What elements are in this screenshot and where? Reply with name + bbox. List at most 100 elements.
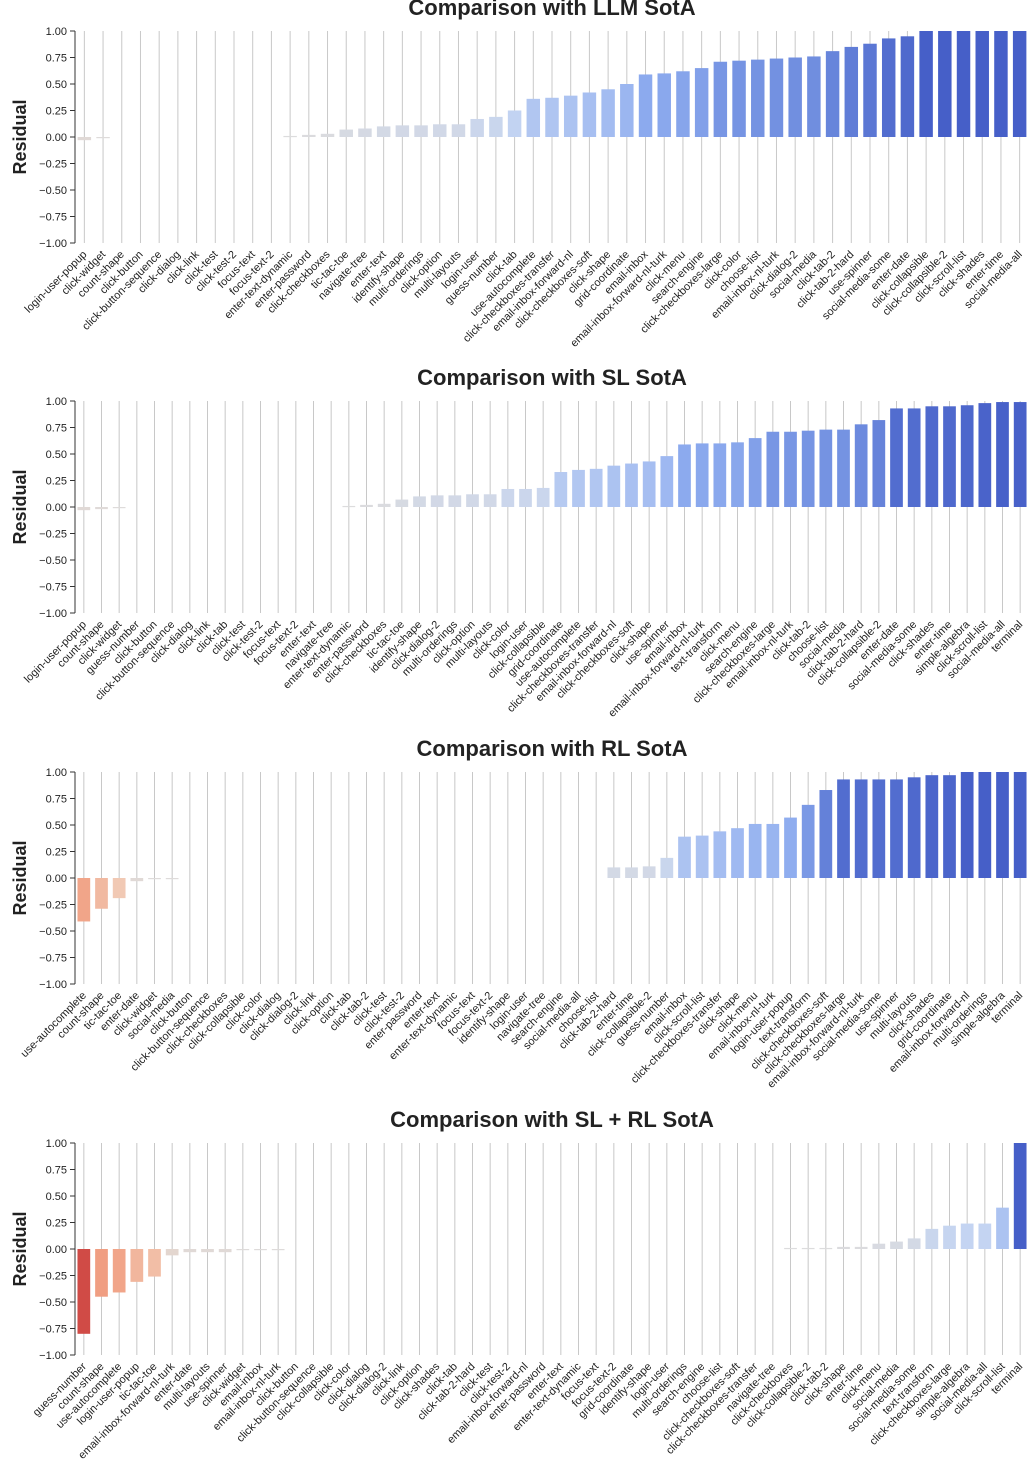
bar bbox=[907, 408, 921, 507]
y-tick-label: −1.00 bbox=[39, 608, 67, 620]
bar bbox=[943, 1225, 956, 1249]
chart-panel: 1.00 0.75 0.50 0.25 0.00 −0.25 −0.50 −0.75 −1.00… bbox=[10, 1107, 1027, 1462]
bar bbox=[395, 125, 410, 137]
bar bbox=[943, 406, 956, 507]
y-tick-label: 0.75 bbox=[46, 423, 67, 435]
bar bbox=[165, 878, 179, 880]
bar bbox=[376, 126, 391, 137]
bar bbox=[695, 835, 709, 878]
bar bbox=[501, 488, 515, 507]
bar bbox=[801, 430, 815, 507]
bar bbox=[483, 494, 497, 507]
bar bbox=[254, 1249, 267, 1251]
bar bbox=[1012, 31, 1027, 137]
bar bbox=[881, 38, 896, 137]
bar bbox=[236, 1249, 250, 1251]
y-tick-label: 0.00 bbox=[46, 502, 67, 514]
bar bbox=[872, 779, 886, 878]
bar bbox=[218, 1249, 232, 1253]
bar bbox=[801, 1247, 815, 1250]
bar bbox=[732, 60, 746, 137]
bar bbox=[978, 403, 992, 507]
bar bbox=[201, 1249, 214, 1253]
y-axis-label: Residual bbox=[10, 469, 30, 544]
bar bbox=[466, 494, 479, 507]
bar bbox=[694, 68, 709, 137]
chart-panel: 1.00 0.75 0.50 0.25 0.00 −0.25 −0.50 −0.75 −1.00… bbox=[10, 0, 1027, 350]
y-tick-label: −0.50 bbox=[39, 1297, 67, 1309]
bar bbox=[660, 456, 674, 507]
y-tick-label: −0.50 bbox=[39, 185, 67, 197]
bar bbox=[607, 867, 621, 878]
y-tick-label: −1.00 bbox=[39, 238, 67, 250]
bar bbox=[414, 125, 428, 137]
y-tick-label: 0.25 bbox=[46, 1218, 67, 1230]
bar bbox=[507, 110, 522, 137]
bar bbox=[919, 31, 933, 137]
y-tick-label: −0.75 bbox=[39, 1324, 67, 1336]
bar bbox=[872, 1243, 886, 1249]
bar bbox=[377, 503, 391, 507]
bar bbox=[638, 74, 653, 137]
bar bbox=[854, 1246, 868, 1249]
bar bbox=[130, 1249, 144, 1282]
bar bbox=[589, 468, 603, 507]
y-tick-label: 0.25 bbox=[46, 106, 67, 118]
bar bbox=[271, 1249, 285, 1251]
y-tick-label: 0.50 bbox=[46, 1191, 67, 1203]
bar bbox=[900, 36, 915, 137]
y-tick-label: −0.50 bbox=[39, 926, 67, 938]
y-tick-label: 0.00 bbox=[46, 132, 67, 144]
bar bbox=[996, 772, 1009, 878]
bar bbox=[302, 134, 316, 137]
bar bbox=[784, 431, 797, 507]
bar bbox=[642, 461, 656, 507]
bar bbox=[660, 857, 674, 878]
bar bbox=[625, 867, 638, 878]
bar bbox=[748, 823, 762, 878]
y-tick-label: 0.75 bbox=[46, 1165, 67, 1177]
bar bbox=[148, 878, 161, 880]
y-tick-label: 1.00 bbox=[46, 26, 67, 38]
bar bbox=[994, 31, 1008, 137]
y-tick-label: −1.00 bbox=[39, 979, 67, 991]
bar bbox=[751, 59, 765, 138]
bar bbox=[863, 43, 877, 137]
bar bbox=[731, 442, 744, 507]
bar bbox=[77, 1249, 91, 1334]
y-axis-label: Residual bbox=[10, 99, 30, 174]
bar bbox=[582, 92, 597, 137]
bar bbox=[554, 472, 568, 507]
bar bbox=[519, 488, 532, 507]
chart-title: Comparison with RL SotA bbox=[417, 736, 688, 761]
bar bbox=[112, 507, 126, 509]
bar bbox=[819, 429, 833, 507]
bar bbox=[713, 831, 727, 878]
bar bbox=[676, 71, 690, 137]
y-tick-label: 0.00 bbox=[46, 873, 67, 885]
y-tick-label: 0.00 bbox=[46, 1244, 67, 1256]
bar bbox=[695, 443, 709, 507]
bar bbox=[837, 1246, 850, 1249]
y-tick-label: −1.00 bbox=[39, 1350, 67, 1362]
bar bbox=[925, 406, 939, 507]
bar bbox=[536, 487, 550, 507]
bar bbox=[854, 424, 868, 507]
bar bbox=[890, 408, 903, 507]
y-tick-label: 0.50 bbox=[46, 79, 67, 91]
bar bbox=[907, 777, 921, 878]
y-tick-label: 0.25 bbox=[46, 847, 67, 859]
bar bbox=[960, 405, 974, 507]
bar bbox=[943, 775, 956, 878]
bar bbox=[620, 84, 634, 137]
bar bbox=[890, 779, 903, 878]
bar bbox=[960, 1223, 974, 1249]
bar bbox=[489, 116, 503, 137]
y-tick-label: −0.25 bbox=[39, 159, 67, 171]
bar bbox=[320, 133, 335, 137]
y-tick-label: 1.00 bbox=[46, 1138, 67, 1150]
bar bbox=[807, 56, 821, 137]
bar bbox=[819, 790, 833, 878]
